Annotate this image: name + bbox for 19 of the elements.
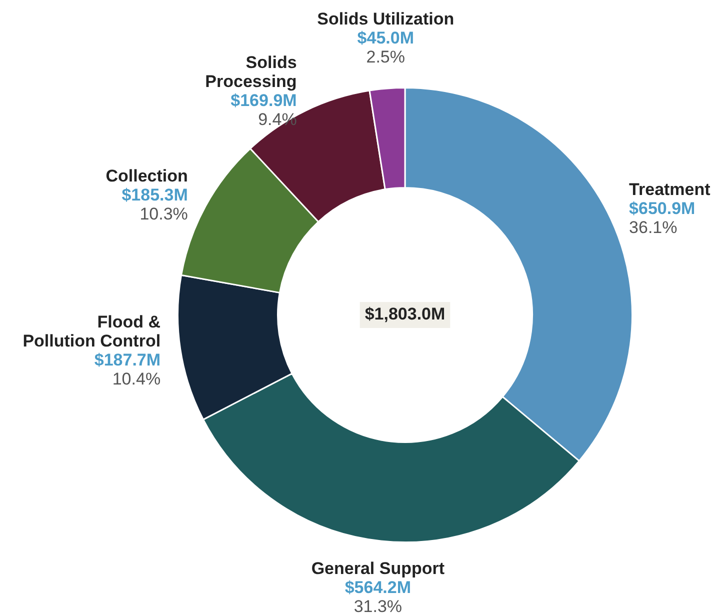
- text: 10.4%: [112, 369, 161, 388]
- data-label: $185.3M: [122, 185, 188, 204]
- slice-label: Flood & Pollution Control: [22, 312, 161, 350]
- text: 9.4%: [258, 110, 297, 129]
- data-label: $650.9M: [629, 199, 696, 218]
- text: 31.3%: [354, 596, 402, 615]
- data-label: $187.7M: [94, 350, 161, 370]
- slice-label: Collection: [106, 166, 188, 186]
- slice-label: Solids Processing: [205, 52, 297, 91]
- text: $1,803.0M: [364, 304, 446, 324]
- text: 36.1%: [629, 218, 678, 238]
- slice-label: General Support: [311, 558, 445, 578]
- data-label: $169.9M: [230, 90, 297, 110]
- data-label: $45.0M: [357, 28, 414, 48]
- data-label: $564.2M: [344, 578, 411, 597]
- text: 2.5%: [366, 48, 406, 67]
- slice-label: Treatment: [629, 180, 711, 200]
- text: 10.3%: [140, 204, 188, 224]
- slice-label: Solids Utilization: [317, 10, 454, 29]
